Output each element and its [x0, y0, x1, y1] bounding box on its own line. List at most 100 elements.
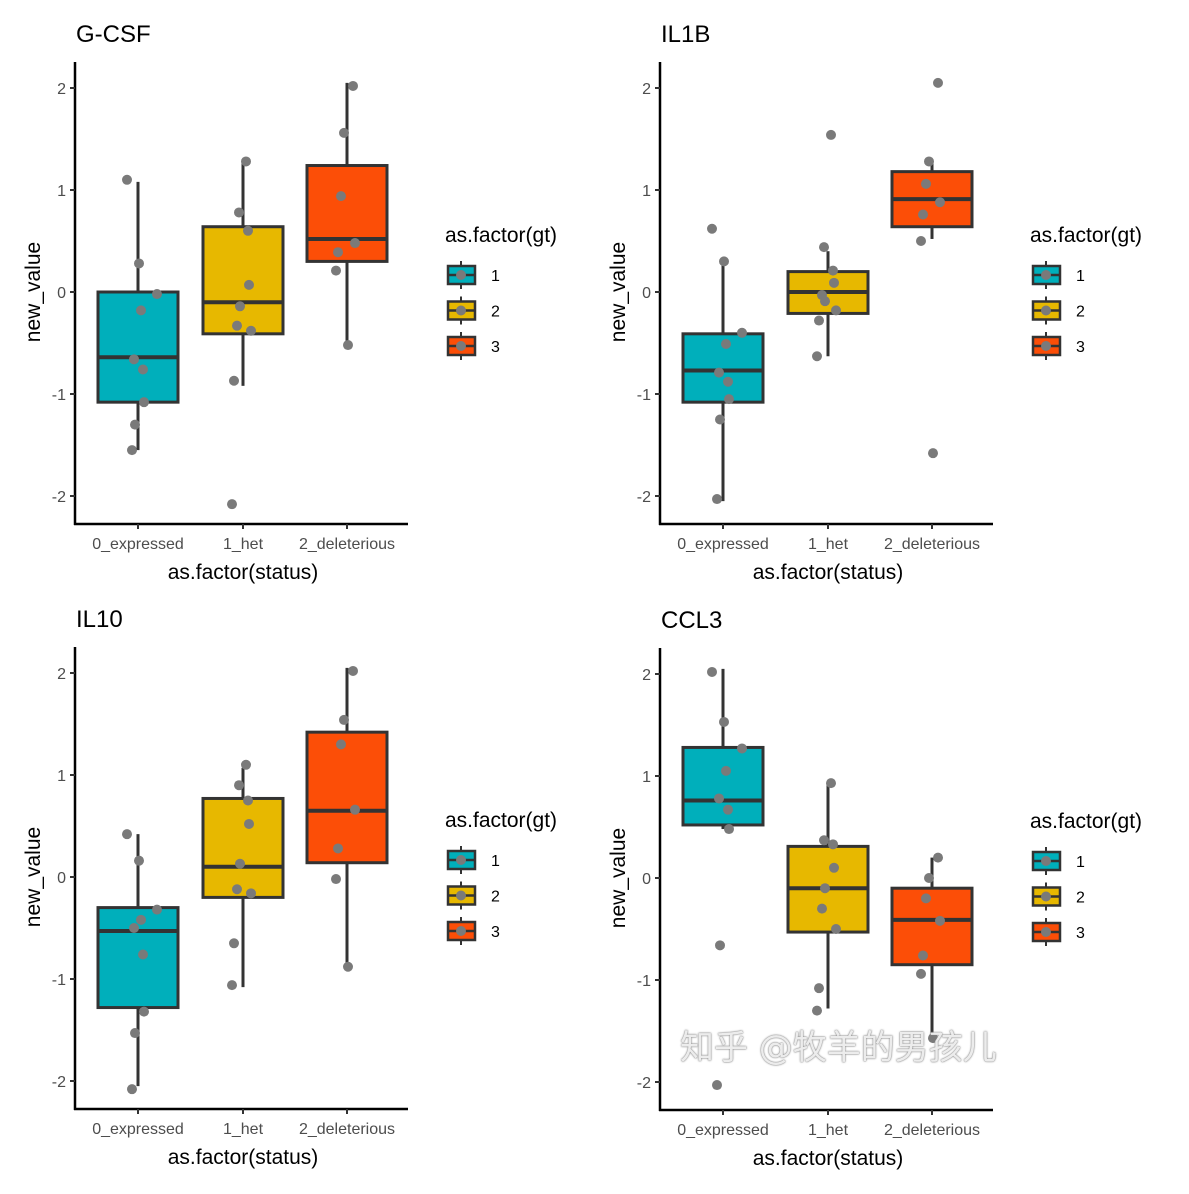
data-point — [928, 1033, 938, 1044]
y-axis-title: new_value — [607, 828, 630, 928]
x-axis-title: as.factor(status) — [168, 1146, 319, 1169]
x-axis-title: as.factor(status) — [753, 1147, 904, 1170]
data-point — [918, 209, 928, 220]
y-tick-label: -1 — [637, 387, 651, 404]
data-point — [812, 351, 822, 362]
y-axis-title: new_value — [607, 242, 630, 342]
legend-key-point — [456, 270, 466, 280]
data-point — [724, 394, 734, 405]
data-point — [139, 397, 149, 408]
data-point — [812, 1005, 822, 1016]
data-point — [350, 238, 360, 249]
data-point — [244, 279, 254, 290]
legend-label: 2 — [1076, 890, 1085, 907]
data-point — [918, 950, 928, 961]
data-point — [348, 80, 358, 91]
data-point — [229, 375, 239, 386]
data-point — [331, 874, 341, 885]
x-tick-label: 2_deleterious — [299, 1121, 395, 1138]
legend-key-point — [1041, 270, 1051, 280]
y-tick-label: 1 — [642, 183, 651, 200]
data-point — [828, 265, 838, 276]
data-point — [826, 778, 836, 789]
data-point — [333, 247, 343, 258]
y-tick-label: 2 — [57, 666, 66, 683]
y-tick-label: 0 — [57, 285, 66, 302]
box-0_expressed — [96, 906, 180, 1010]
data-point — [712, 1080, 722, 1091]
data-point — [819, 835, 829, 846]
box-0_expressed — [681, 745, 765, 827]
data-point — [715, 940, 725, 951]
x-axis-title: as.factor(status) — [168, 561, 319, 584]
y-tick-label: -1 — [637, 973, 651, 990]
data-point — [138, 364, 148, 375]
data-point — [152, 289, 162, 300]
panel-title: G-CSF — [76, 21, 151, 48]
panel-ccl3: CCL3 -2 -1 0 1 2 0_expressed 1_het 2_deleterious… — [607, 607, 1142, 1170]
data-point — [343, 961, 353, 972]
x-tick-label: 2_deleterious — [884, 1122, 980, 1139]
data-point — [241, 759, 251, 770]
legend-title: as.factor(gt) — [1030, 224, 1142, 247]
data-point — [933, 77, 943, 88]
x-tick-label: 0_expressed — [92, 536, 184, 553]
y-tick-label: 2 — [57, 81, 66, 98]
data-point — [721, 339, 731, 350]
y-tick-label: -2 — [52, 489, 66, 506]
data-point — [814, 315, 824, 326]
data-point — [831, 305, 841, 316]
legend-label: 2 — [491, 889, 500, 906]
panel-il10: IL10 -2 -1 0 1 2 0_expressed 1_het 2_deleterious… — [22, 606, 557, 1169]
data-point — [935, 197, 945, 208]
data-point — [921, 178, 931, 189]
data-point — [336, 191, 346, 202]
legend-title: as.factor(gt) — [445, 224, 557, 247]
data-point — [152, 904, 162, 915]
data-point — [719, 716, 729, 727]
legend-label: 3 — [1076, 925, 1085, 942]
legend-key-point — [1041, 927, 1051, 937]
data-point — [232, 884, 242, 895]
y-axis-title: new_value — [22, 242, 45, 342]
data-point — [817, 290, 827, 301]
data-point — [243, 225, 253, 236]
box-1_het — [201, 225, 285, 336]
data-point — [130, 419, 140, 430]
data-point — [227, 980, 237, 991]
data-point — [138, 949, 148, 960]
x-tick-label: 0_expressed — [677, 536, 769, 553]
x-tick-label: 0_expressed — [677, 1122, 769, 1139]
data-point — [707, 666, 717, 677]
data-point — [721, 765, 731, 776]
legend-key-point — [456, 341, 466, 351]
data-point — [134, 855, 144, 866]
y-tick-label: -2 — [637, 1075, 651, 1092]
data-point — [235, 858, 245, 869]
data-point — [348, 665, 358, 676]
data-point — [828, 839, 838, 850]
data-point — [136, 914, 146, 925]
data-point — [921, 893, 931, 904]
legend-label: 2 — [491, 304, 500, 321]
x-tick-label: 1_het — [808, 536, 849, 553]
panel-title: IL10 — [76, 606, 123, 633]
y-tick-label: 2 — [642, 81, 651, 98]
data-point — [714, 793, 724, 804]
box-2_deleterious — [305, 730, 389, 865]
data-point — [234, 780, 244, 791]
data-point — [122, 174, 132, 185]
data-point — [343, 340, 353, 351]
data-point — [933, 852, 943, 863]
watermark: 知乎 @牧羊的男孩儿 — [680, 1028, 997, 1068]
data-point — [241, 156, 251, 167]
legend-label: 3 — [491, 924, 500, 941]
y-tick-label: -1 — [52, 387, 66, 404]
panel-title: IL1B — [661, 21, 710, 48]
data-point — [829, 862, 839, 873]
legend-title: as.factor(gt) — [445, 809, 557, 832]
data-point — [737, 743, 747, 754]
legend-key-point — [456, 855, 466, 865]
data-point — [246, 888, 256, 899]
